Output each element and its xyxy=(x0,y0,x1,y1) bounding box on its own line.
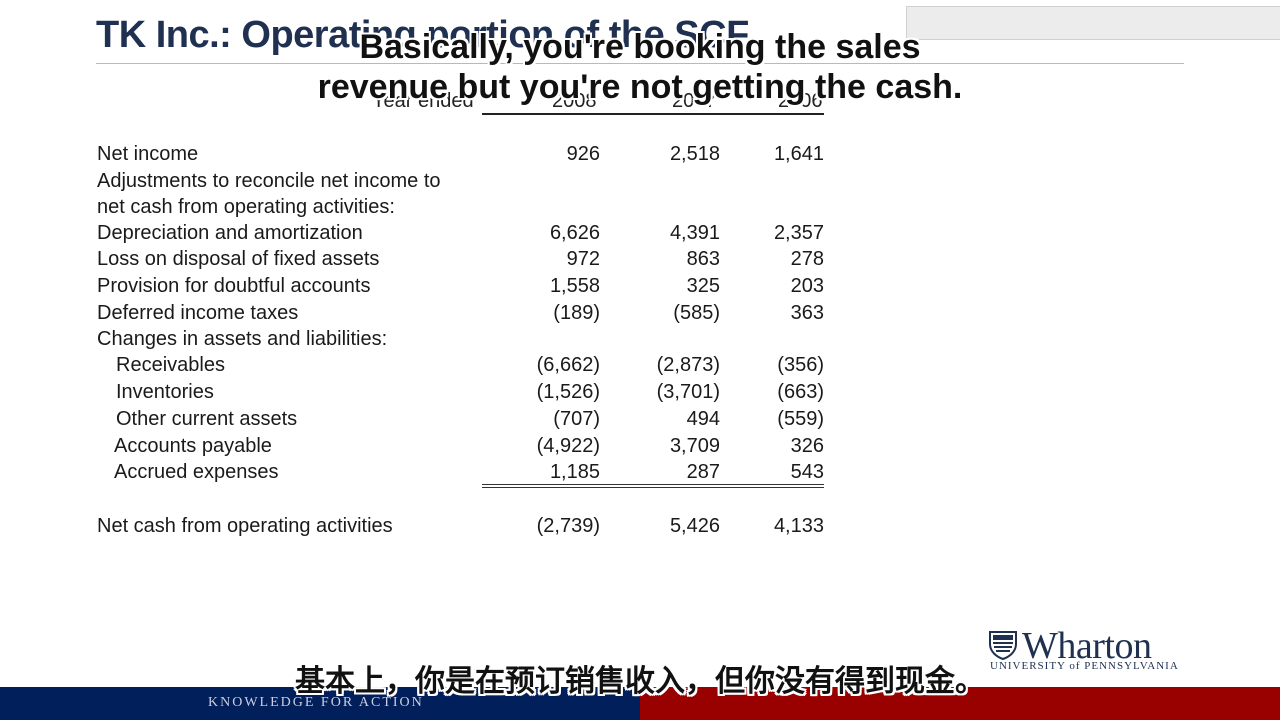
row-label: Accounts payable xyxy=(114,435,272,457)
subtitle-english-line-2: revenue but you're not getting the cash. xyxy=(317,68,963,106)
row-value-2008: 926 xyxy=(566,143,600,165)
row-value-2008: (189) xyxy=(553,302,600,324)
subtitle-chinese: 基本上，你是在预订销售收入，但你没有得到现金。 xyxy=(295,664,985,699)
row-value-2006: 4,133 xyxy=(773,515,824,537)
shield-icon xyxy=(989,631,1017,660)
row-value-2008: (2,739) xyxy=(536,515,600,537)
row-value-2008: (1,526) xyxy=(536,381,600,403)
row-value-2008: (4,922) xyxy=(536,435,600,457)
row-label: Deferred income taxes xyxy=(97,302,299,324)
row-value-2007: 863 xyxy=(686,248,720,270)
row-value-2007: 325 xyxy=(686,275,720,297)
header-year-2: 2007 xyxy=(672,90,717,112)
row-label: Inventories xyxy=(116,381,214,403)
row-value-2006: 203 xyxy=(790,275,824,297)
overlay-box xyxy=(906,6,1280,40)
row-value-2006: (356) xyxy=(777,354,824,376)
row-value-2007: 3,709 xyxy=(669,435,720,457)
row-value-2007: 4,391 xyxy=(669,222,720,244)
row-value-2008: 1,558 xyxy=(549,275,600,297)
row-label: Depreciation and amortization xyxy=(97,222,363,244)
logo-wordmark: Wharton xyxy=(1022,625,1152,667)
row-value-2006: 2,357 xyxy=(773,222,824,244)
table-row-changes-heading: Changes in assets and liabilities: xyxy=(0,328,900,354)
row-value-2007: (2,873) xyxy=(656,354,720,376)
total-underline-bottom xyxy=(482,487,824,488)
table-row-inventories: Inventories (1,526) (3,701) (663) xyxy=(0,381,900,407)
table-row-receivables: Receivables (6,662) (2,873) (356) xyxy=(0,354,900,380)
row-value-2006: 543 xyxy=(790,461,824,483)
footer-tagline: KNOWLEDGE FOR ACTION xyxy=(208,695,424,710)
header-year-3: 2006 xyxy=(778,90,823,112)
row-value-2008: (6,662) xyxy=(536,354,600,376)
table-row-accrued-expenses: Accrued expenses 1,185 287 543 xyxy=(0,461,900,487)
subtitle-english-line-1: Basically, you're booking the sales xyxy=(359,28,921,66)
header-year-1: 2008 xyxy=(552,90,597,112)
table-row-adjustments-heading: Adjustments to reconcile net income to xyxy=(0,170,900,196)
wharton-logo: Wharton UNIVERSITY of PENNSYLVANIA xyxy=(988,625,1193,674)
table-row-depreciation: Depreciation and amortization 6,626 4,39… xyxy=(0,222,900,248)
row-value-2007: 5,426 xyxy=(669,515,720,537)
row-value-2008: 972 xyxy=(566,248,600,270)
row-value-2007: (585) xyxy=(673,302,720,324)
row-label: Other current assets xyxy=(116,408,298,430)
header-underline xyxy=(482,113,824,115)
row-label: Receivables xyxy=(116,354,225,376)
row-label: Accrued expenses xyxy=(114,461,279,483)
logo-subtitle: UNIVERSITY of PENNSYLVANIA xyxy=(990,660,1179,672)
table-row-loss-on-disposal: Loss on disposal of fixed assets 972 863… xyxy=(0,248,900,274)
table-row-net-income: Net income 926 2,518 1,641 xyxy=(0,143,900,169)
slide-title: TK Inc.: Operating portion of the SCF xyxy=(96,14,749,56)
row-value-2006: (663) xyxy=(777,381,824,403)
footer-bar-left: KNOWLEDGE FOR ACTION xyxy=(0,687,640,720)
row-value-2006: 1,641 xyxy=(773,143,824,165)
table-row-other-current-assets: Other current assets (707) 494 (559) xyxy=(0,408,900,434)
row-label: Loss on disposal of fixed assets xyxy=(97,248,380,270)
row-value-2008: (707) xyxy=(553,408,600,430)
table-row-net-cash-total: Net cash from operating activities (2,73… xyxy=(0,515,900,541)
table-row-adjustments-heading-cont: net cash from operating activities: xyxy=(0,196,900,222)
footer-bar-right xyxy=(640,687,1280,720)
row-value-2006: 278 xyxy=(790,248,824,270)
total-underline-top xyxy=(482,484,824,485)
row-value-2006: 326 xyxy=(790,435,824,457)
row-value-2006: 363 xyxy=(790,302,824,324)
table-row-deferred-taxes: Deferred income taxes (189) (585) 363 xyxy=(0,302,900,328)
row-label: net cash from operating activities: xyxy=(97,196,395,218)
row-value-2007: 494 xyxy=(686,408,720,430)
row-label: Provision for doubtful accounts xyxy=(97,275,371,297)
row-label: Net income xyxy=(97,143,199,165)
row-value-2007: (3,701) xyxy=(656,381,720,403)
row-label: Net cash from operating activities xyxy=(97,515,393,537)
row-value-2008: 6,626 xyxy=(549,222,600,244)
table-row-accounts-payable: Accounts payable (4,922) 3,709 326 xyxy=(0,435,900,461)
row-label: Adjustments to reconcile net income to xyxy=(97,170,441,192)
row-value-2007: 287 xyxy=(686,461,720,483)
header-year-ended: Year ended xyxy=(372,90,474,112)
title-divider xyxy=(96,63,1184,64)
row-value-2006: (559) xyxy=(777,408,824,430)
row-value-2008: 1,185 xyxy=(549,461,600,483)
table-row-provision-doubtful: Provision for doubtful accounts 1,558 32… xyxy=(0,275,900,301)
row-label: Changes in assets and liabilities: xyxy=(97,328,388,350)
row-value-2007: 2,518 xyxy=(669,143,720,165)
